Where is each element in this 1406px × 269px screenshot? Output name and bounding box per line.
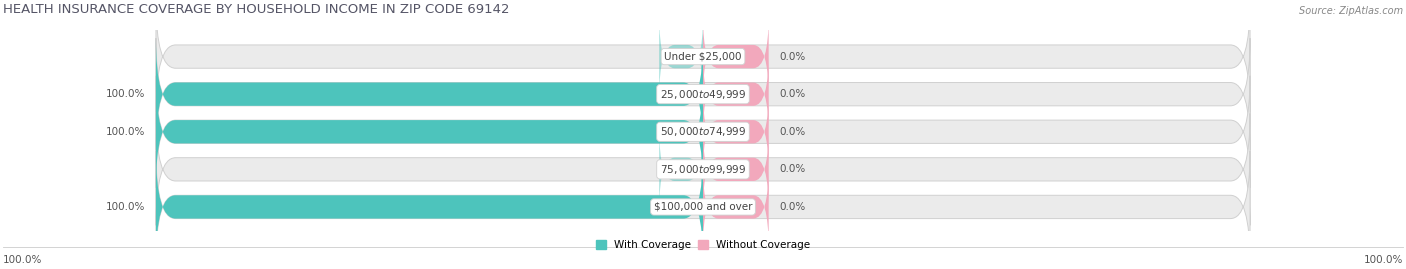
Text: $75,000 to $99,999: $75,000 to $99,999 [659, 163, 747, 176]
Text: HEALTH INSURANCE COVERAGE BY HOUSEHOLD INCOME IN ZIP CODE 69142: HEALTH INSURANCE COVERAGE BY HOUSEHOLD I… [3, 3, 509, 16]
Text: Source: ZipAtlas.com: Source: ZipAtlas.com [1299, 6, 1403, 16]
FancyBboxPatch shape [659, 128, 703, 210]
Text: 100.0%: 100.0% [105, 89, 145, 99]
FancyBboxPatch shape [156, 113, 1250, 225]
FancyBboxPatch shape [156, 1, 1250, 113]
Text: 0.0%: 0.0% [779, 52, 806, 62]
Text: 100.0%: 100.0% [105, 202, 145, 212]
Text: 0.0%: 0.0% [779, 127, 806, 137]
FancyBboxPatch shape [156, 151, 703, 263]
Legend: With Coverage, Without Coverage: With Coverage, Without Coverage [592, 236, 814, 254]
FancyBboxPatch shape [156, 76, 1250, 188]
FancyBboxPatch shape [156, 76, 703, 188]
FancyBboxPatch shape [703, 166, 769, 248]
FancyBboxPatch shape [659, 16, 703, 98]
Text: 100.0%: 100.0% [3, 256, 42, 266]
Text: 0.0%: 0.0% [779, 89, 806, 99]
FancyBboxPatch shape [156, 151, 1250, 263]
FancyBboxPatch shape [703, 91, 769, 173]
Text: 100.0%: 100.0% [105, 127, 145, 137]
Text: Under $25,000: Under $25,000 [664, 52, 742, 62]
Text: 100.0%: 100.0% [1364, 256, 1403, 266]
Text: 0.0%: 0.0% [779, 202, 806, 212]
Text: 0.0%: 0.0% [666, 164, 692, 174]
Text: 0.0%: 0.0% [779, 164, 806, 174]
FancyBboxPatch shape [156, 38, 1250, 150]
FancyBboxPatch shape [703, 16, 769, 98]
Text: $25,000 to $49,999: $25,000 to $49,999 [659, 88, 747, 101]
Text: 0.0%: 0.0% [666, 52, 692, 62]
FancyBboxPatch shape [703, 128, 769, 210]
FancyBboxPatch shape [703, 53, 769, 135]
Text: $50,000 to $74,999: $50,000 to $74,999 [659, 125, 747, 138]
FancyBboxPatch shape [156, 38, 703, 150]
Text: $100,000 and over: $100,000 and over [654, 202, 752, 212]
